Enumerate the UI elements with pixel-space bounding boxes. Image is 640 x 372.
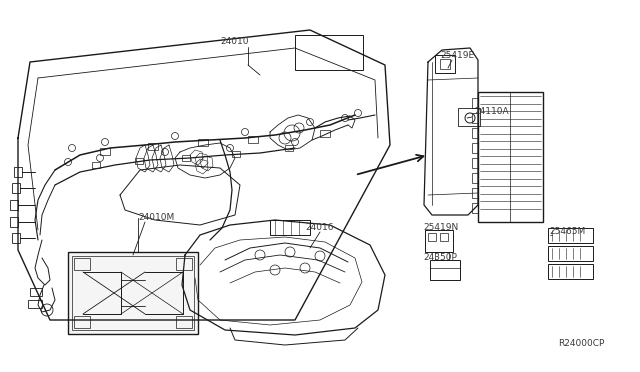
Text: 24010M: 24010M [138, 214, 174, 222]
Text: 25419N: 25419N [423, 224, 458, 232]
Bar [176, 316, 192, 328]
Bar [548, 228, 593, 243]
Bar [472, 98, 478, 108]
Bar [472, 203, 478, 213]
Bar [10, 200, 18, 210]
Bar [548, 246, 593, 261]
Text: 25419E: 25419E [440, 51, 474, 60]
Bar [30, 288, 42, 296]
Bar [430, 260, 460, 280]
Bar [435, 55, 455, 73]
Bar [232, 151, 240, 157]
Bar [320, 130, 330, 137]
Bar [270, 220, 310, 235]
Bar [435, 252, 449, 260]
Bar [100, 148, 110, 155]
Bar [472, 143, 478, 153]
Bar [176, 258, 192, 270]
Bar [425, 230, 453, 252]
Bar [198, 139, 208, 146]
Bar [74, 258, 90, 270]
Bar [428, 233, 436, 241]
Bar [248, 136, 258, 143]
Text: 24110A: 24110A [474, 108, 509, 116]
Bar [472, 188, 478, 198]
Text: 24010: 24010 [220, 38, 248, 46]
Bar [135, 158, 143, 164]
Bar [472, 158, 478, 168]
Bar [472, 128, 478, 138]
Bar [295, 35, 363, 70]
Bar [74, 316, 90, 328]
Bar [440, 59, 450, 69]
Bar [440, 233, 448, 241]
Text: R24000CP: R24000CP [558, 340, 604, 349]
Bar [285, 145, 293, 151]
Bar [92, 162, 100, 168]
Bar [10, 217, 18, 227]
Bar [478, 92, 543, 222]
Bar [472, 113, 478, 123]
Bar [28, 300, 42, 308]
Bar [14, 167, 22, 177]
Bar [458, 108, 480, 126]
Bar [148, 143, 158, 150]
Bar [12, 233, 20, 243]
Bar [72, 256, 194, 330]
Bar [68, 252, 198, 334]
Bar [548, 264, 593, 279]
Text: 24016: 24016 [305, 224, 333, 232]
Bar [12, 183, 20, 193]
Text: 24350P: 24350P [423, 253, 457, 263]
Text: 25465M: 25465M [549, 228, 585, 237]
Bar [182, 155, 190, 161]
Bar [472, 173, 478, 183]
